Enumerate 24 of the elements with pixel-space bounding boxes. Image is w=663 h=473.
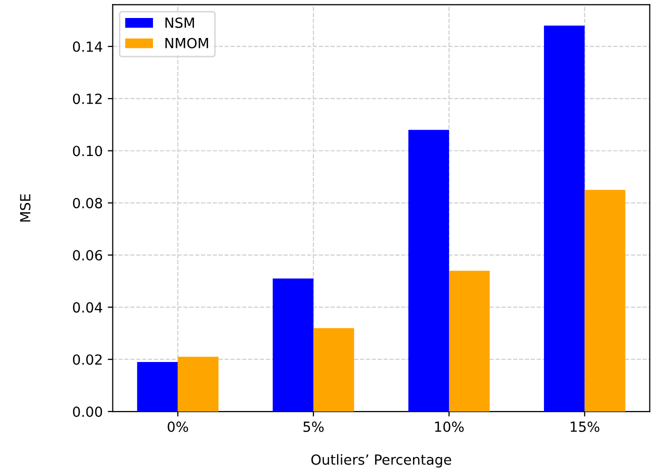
y-tick-label: 0.12 xyxy=(72,94,102,104)
legend-label: NSM xyxy=(165,17,194,28)
bar xyxy=(449,270,490,412)
x-tick-label: 0% xyxy=(168,421,188,432)
y-tick-label: 0.08 xyxy=(72,198,102,208)
bar xyxy=(272,278,314,412)
y-tick-label: 0.06 xyxy=(72,250,102,261)
y-tick-label: 0.10 xyxy=(72,146,102,156)
x-tick-label: 5% xyxy=(303,421,324,432)
bar xyxy=(408,130,450,412)
x-tick-label: 15% xyxy=(570,421,600,432)
bar xyxy=(137,362,178,412)
y-tick-label: 0.14 xyxy=(72,41,102,52)
y-axis-title: MSE xyxy=(20,194,30,222)
bar xyxy=(584,190,626,412)
y-tick-label: 0.00 xyxy=(72,406,102,417)
y-tick-label: 0.02 xyxy=(72,354,102,365)
bar xyxy=(178,356,218,412)
x-tick-label: 10% xyxy=(435,421,464,432)
y-tick-label: 0.04 xyxy=(72,302,102,313)
legend-label: NMOM xyxy=(165,38,208,48)
bar xyxy=(544,26,585,412)
x-axis-title: Outliers’ Percentage xyxy=(311,454,452,468)
bar xyxy=(313,328,354,412)
